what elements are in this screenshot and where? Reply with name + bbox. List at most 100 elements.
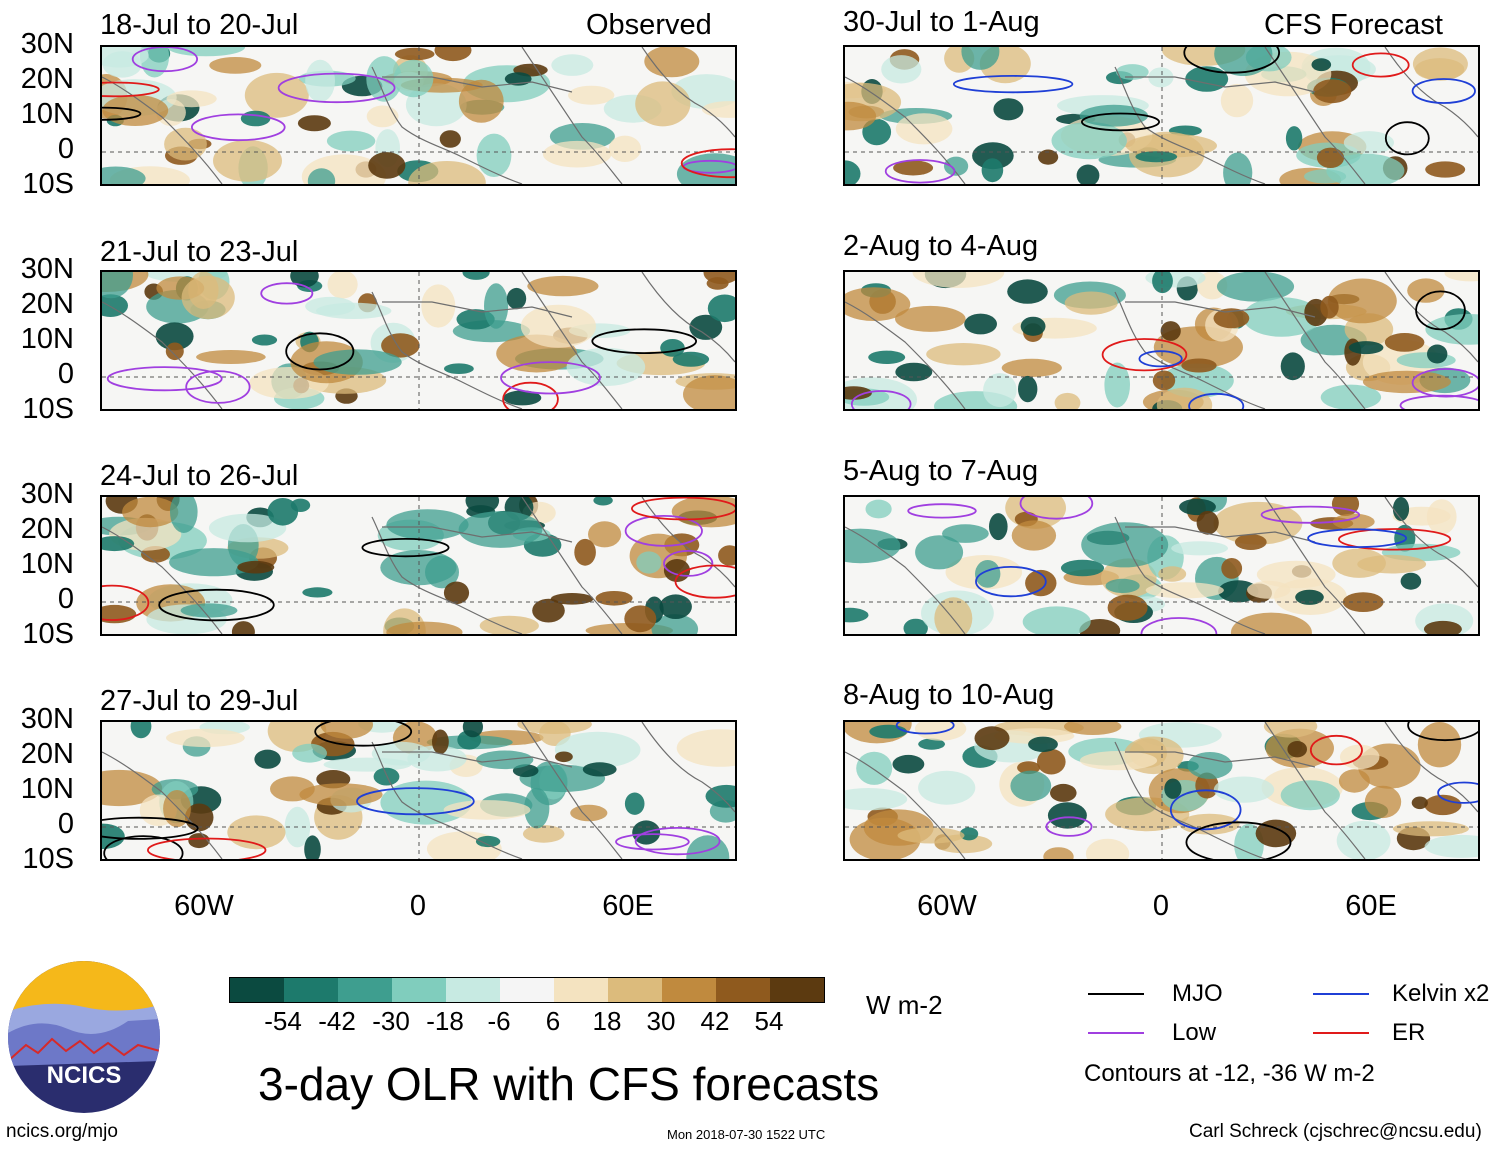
olr-anomaly-blob bbox=[1311, 58, 1332, 72]
colorbar-swatch bbox=[392, 978, 446, 1002]
olr-anomaly-blob bbox=[1018, 375, 1038, 403]
olr-anomaly-blob bbox=[1164, 778, 1182, 799]
colorbar-tick-label: 6 bbox=[545, 1006, 561, 1036]
wave-contour bbox=[106, 366, 223, 392]
olr-anomaly-blob bbox=[1332, 513, 1375, 530]
legend-low-label: Low bbox=[1172, 1019, 1217, 1046]
olr-anomaly-blob bbox=[1220, 83, 1254, 118]
olr-anomaly-blob bbox=[439, 130, 461, 148]
olr-anomaly-blob bbox=[635, 81, 691, 127]
olr-anomaly-blob bbox=[1160, 321, 1181, 341]
olr-anomaly-blob bbox=[181, 275, 235, 320]
olr-anomaly-blob bbox=[1304, 169, 1347, 184]
coastline bbox=[1264, 47, 1366, 184]
colorbar bbox=[229, 977, 825, 1003]
olr-anomaly-blob bbox=[1357, 554, 1427, 574]
olr-anomaly-blob bbox=[702, 101, 735, 118]
olr-anomaly-blob bbox=[1362, 370, 1451, 394]
coastline bbox=[641, 272, 735, 363]
lat-label-row4-20n: 20N bbox=[20, 738, 74, 770]
olr-anomaly-blob bbox=[394, 47, 435, 61]
olr-anomaly-blob bbox=[1145, 582, 1224, 599]
olr-anomaly-blob bbox=[102, 536, 135, 552]
coastline bbox=[845, 526, 966, 634]
olr-anomaly-blob bbox=[1028, 736, 1058, 752]
olr-anomaly-blob bbox=[903, 618, 928, 634]
olr-anomaly-blob bbox=[845, 386, 872, 400]
legend-mjo-label: MJO bbox=[1172, 980, 1223, 1007]
olr-anomaly-blob bbox=[1135, 151, 1178, 163]
wave-contour bbox=[1415, 290, 1466, 331]
olr-anomaly-blob bbox=[959, 827, 979, 841]
panel-title-left-3: 24-Jul to 26-Jul bbox=[100, 460, 299, 492]
colorbar-tick-label: -18 bbox=[426, 1006, 464, 1036]
olr-anomaly-blob bbox=[180, 603, 238, 618]
olr-anomaly-blob bbox=[305, 296, 355, 316]
olr-anomaly-blob bbox=[926, 343, 1001, 366]
wave-contour bbox=[591, 328, 698, 354]
olr-anomaly-blob bbox=[254, 749, 281, 769]
olr-anomaly-blob bbox=[934, 597, 973, 634]
legend-kelvin-label: Kelvin x2 bbox=[1392, 980, 1490, 1007]
olr-anomaly-blob bbox=[208, 513, 287, 543]
footer-url[interactable]: ncics.org/mjo bbox=[6, 1121, 118, 1142]
panel-title-right-1: 30-Jul to 1-Aug bbox=[843, 6, 1040, 38]
olr-anomaly-blob bbox=[1152, 370, 1176, 391]
coastline bbox=[382, 751, 573, 768]
olr-anomaly-blob bbox=[1364, 785, 1402, 819]
olr-anomaly-blob bbox=[689, 314, 723, 340]
lat-label-row1-30n: 30N bbox=[20, 28, 74, 60]
forecast-label: CFS Forecast bbox=[1264, 9, 1443, 41]
olr-anomaly-blob bbox=[1076, 164, 1100, 184]
olr-anomaly-blob bbox=[527, 275, 599, 297]
olr-anomaly-blob bbox=[1221, 558, 1243, 579]
olr-anomaly-blob bbox=[1054, 392, 1081, 409]
wave-contour bbox=[1185, 821, 1292, 859]
coastline bbox=[1125, 76, 1316, 93]
panel-title-left-4: 27-Jul to 29-Jul bbox=[100, 685, 299, 717]
olr-anomaly-blob bbox=[251, 334, 278, 346]
coastline bbox=[1264, 722, 1366, 859]
wave-contour bbox=[1183, 47, 1280, 74]
olr-anomaly-blob bbox=[895, 305, 966, 332]
panel-title-left-1: 18-Jul to 20-Jul bbox=[100, 9, 299, 41]
legend-low-line bbox=[1088, 1032, 1144, 1034]
olr-anomaly-blob bbox=[893, 160, 934, 176]
olr-anomaly-blob bbox=[1064, 291, 1118, 315]
olr-anomaly-blob bbox=[166, 728, 245, 748]
olr-anomaly-blob bbox=[1158, 566, 1187, 582]
olr-anomaly-blob bbox=[1020, 316, 1046, 336]
olr-anomaly-blob bbox=[408, 161, 486, 184]
olr-anomaly-blob bbox=[237, 560, 275, 574]
lat-label-row2-0: 0 bbox=[57, 358, 74, 390]
olr-anomaly-blob bbox=[1060, 559, 1105, 577]
olr-anomaly-blob bbox=[444, 363, 474, 374]
coastline bbox=[102, 526, 223, 634]
olr-anomaly-blob bbox=[676, 729, 735, 767]
olr-anomaly-blob bbox=[1285, 126, 1303, 151]
olr-anomaly-blob bbox=[1213, 308, 1250, 329]
olr-anomaly-blob bbox=[1336, 820, 1391, 859]
colorbar-swatch bbox=[662, 978, 716, 1002]
olr-anomaly-blob bbox=[386, 621, 463, 634]
olr-anomaly-blob bbox=[624, 792, 645, 815]
olr-anomaly-blob bbox=[475, 835, 501, 848]
olr-anomaly-blob bbox=[706, 277, 729, 290]
coastline bbox=[1114, 66, 1266, 184]
coastline bbox=[641, 722, 735, 813]
olr-anomaly-blob bbox=[1424, 794, 1462, 816]
olr-anomaly-blob bbox=[1181, 358, 1217, 373]
olr-anomaly-blob bbox=[1115, 64, 1149, 80]
lat-label-row2-20n: 20N bbox=[20, 288, 74, 320]
legend-mjo-line bbox=[1088, 993, 1144, 995]
colorbar-tick-label: -54 bbox=[264, 1006, 302, 1036]
wave-contour bbox=[103, 835, 184, 859]
olr-anomaly-blob bbox=[102, 294, 128, 317]
colorbar-swatch bbox=[608, 978, 662, 1002]
lat-label-row3-10n: 10N bbox=[20, 548, 74, 580]
olr-anomaly-blob bbox=[231, 621, 255, 634]
olr-anomaly-blob bbox=[302, 587, 333, 598]
colorbar-swatch bbox=[230, 978, 284, 1002]
olr-anomaly-blob bbox=[506, 287, 527, 310]
colorbar-swatch bbox=[446, 978, 500, 1002]
